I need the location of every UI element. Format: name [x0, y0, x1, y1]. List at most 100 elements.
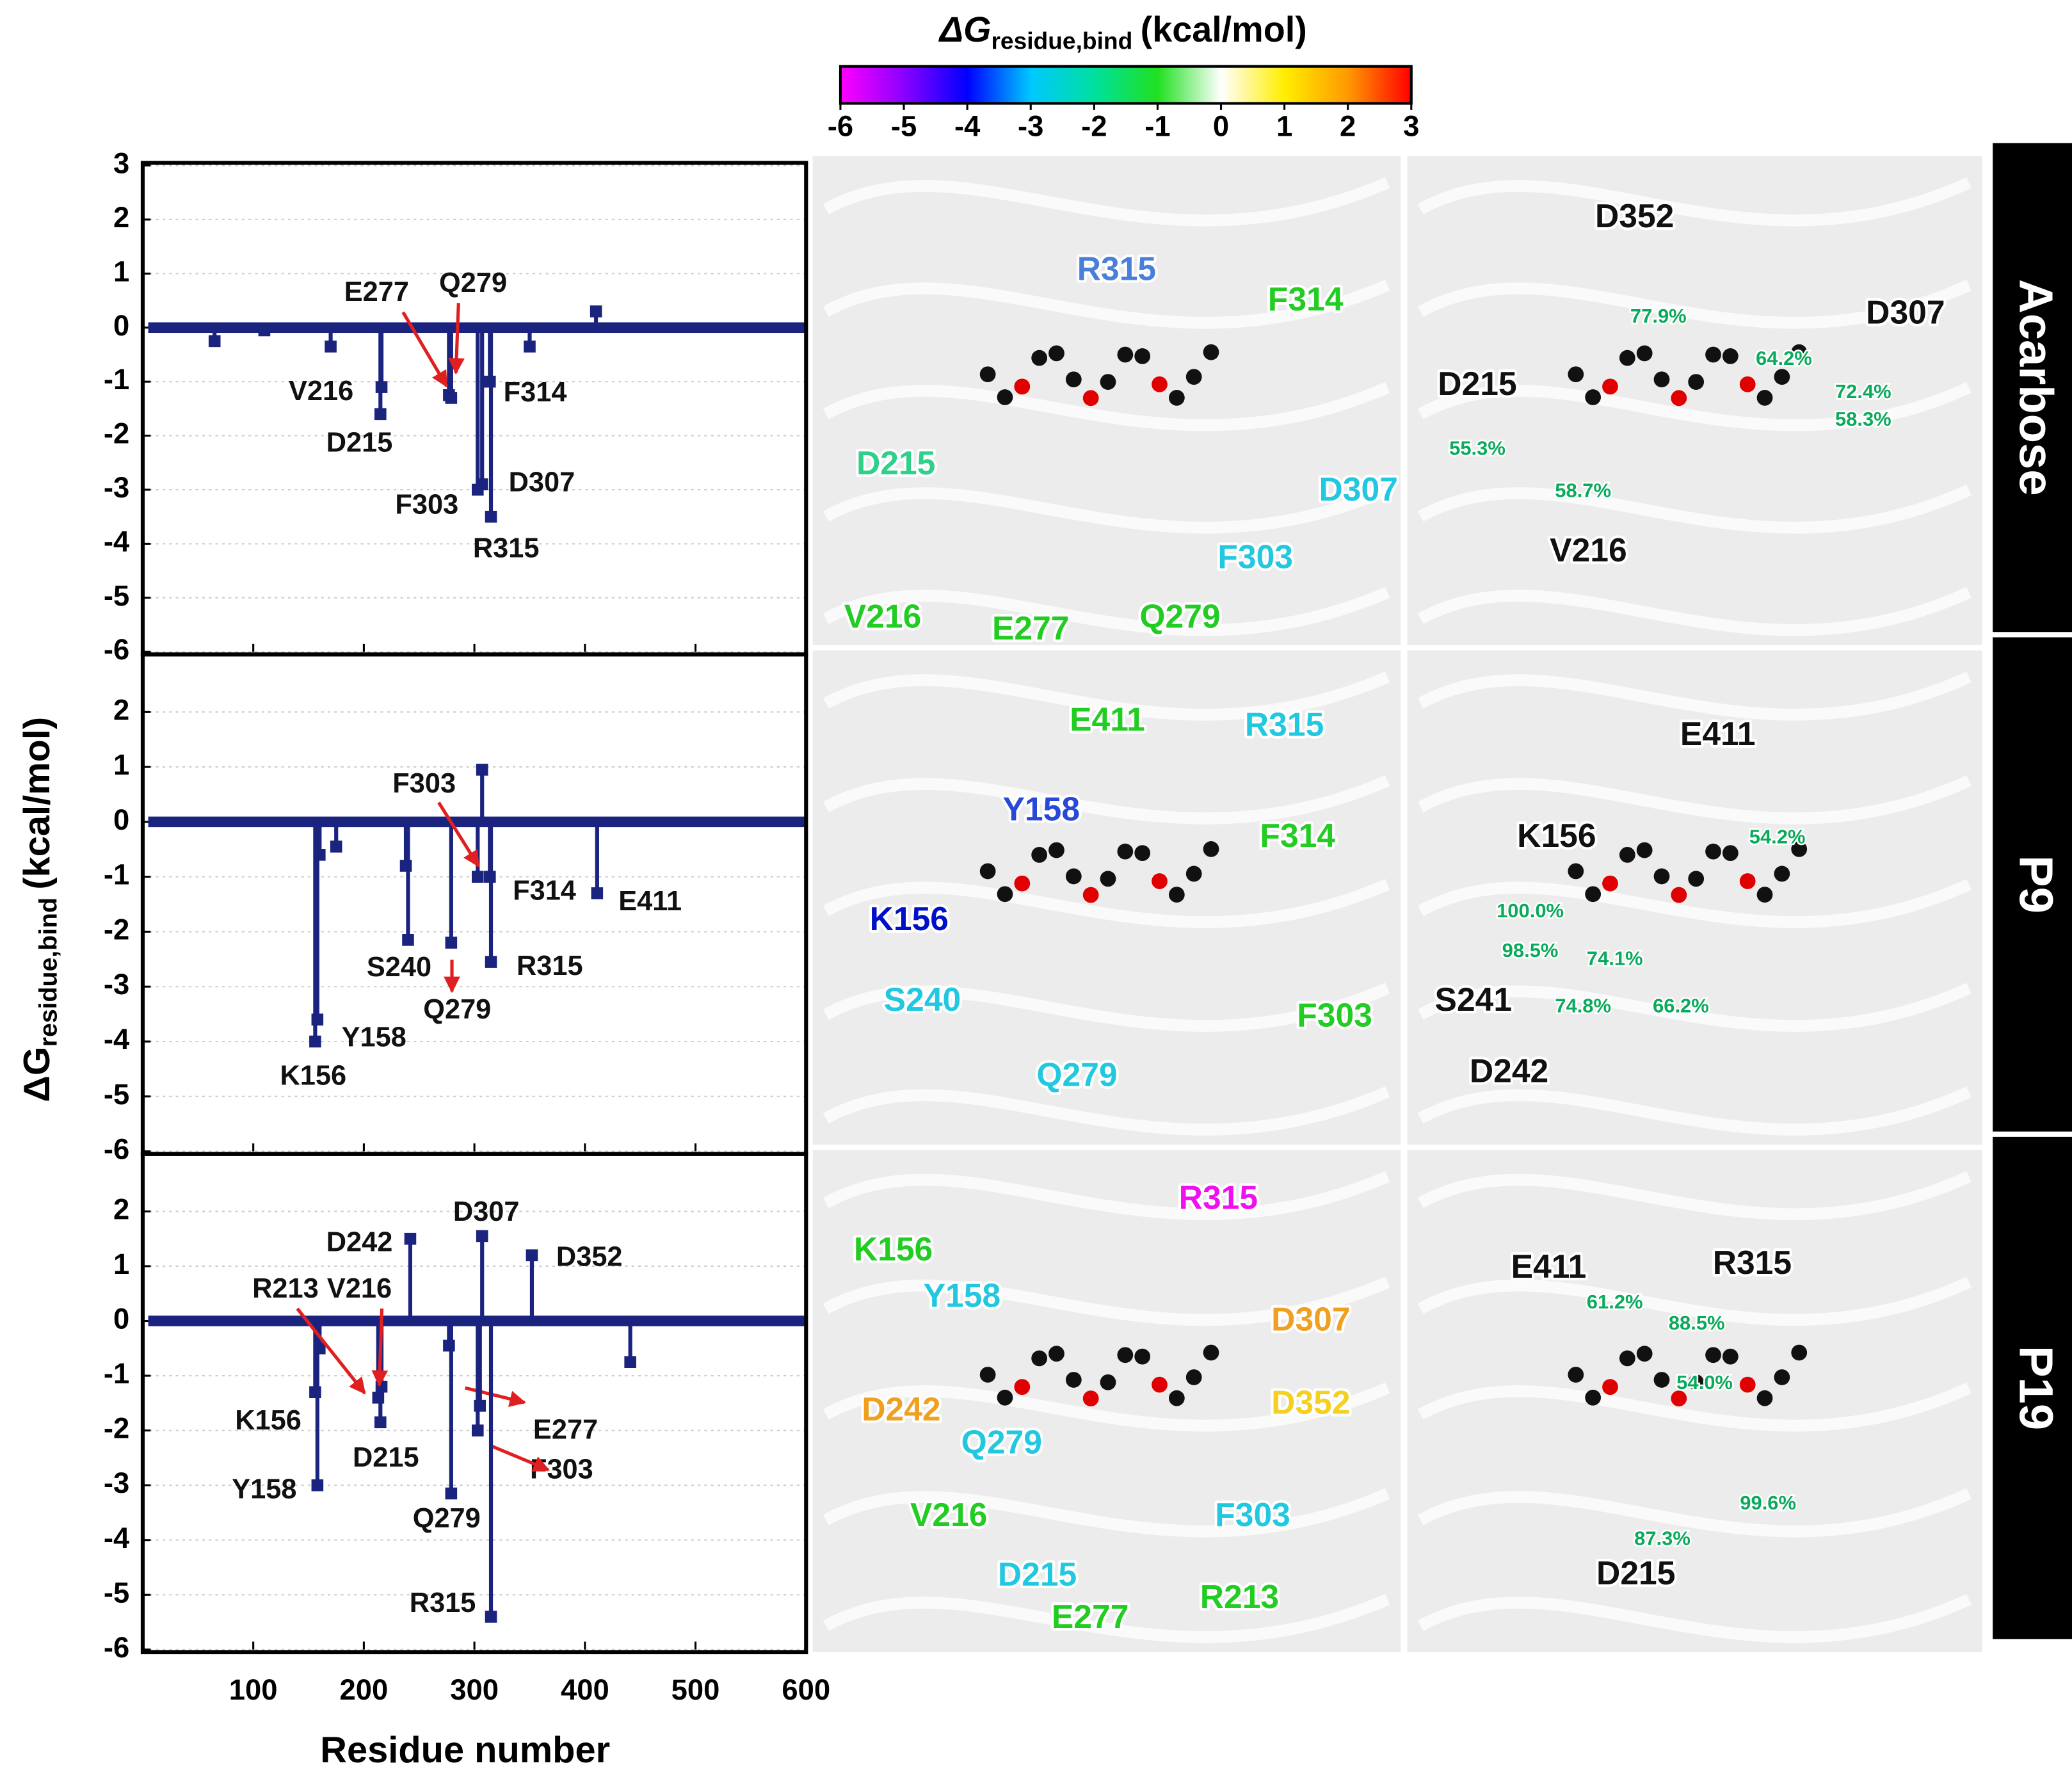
ligand-atom [1722, 1348, 1739, 1365]
hbond-residue: K156 [1517, 817, 1596, 854]
ligand-atom [1048, 842, 1064, 858]
ligand-atom [1152, 873, 1168, 889]
stem-marker [445, 392, 458, 404]
stem-marker [314, 849, 326, 861]
y-tick-label: 1 [113, 1248, 129, 1280]
ligand-atom [1568, 863, 1584, 880]
residue-label: R315 [1077, 250, 1156, 287]
ligand-atom [1100, 1374, 1116, 1390]
residue-label: F314 [1260, 817, 1335, 854]
ligand-atom [1100, 374, 1116, 390]
hbond-occupancy: 98.5% [1502, 939, 1559, 961]
stem-marker [624, 1356, 636, 1368]
x-tick-label: 400 [561, 1673, 609, 1706]
y-tick-label: -6 [104, 1133, 129, 1166]
hbond-residue: E411 [1511, 1248, 1587, 1285]
ligand-atom [1653, 1372, 1670, 1388]
residue-label: S240 [884, 981, 961, 1018]
residue-label: S240 [367, 952, 431, 983]
stem-marker [485, 1611, 497, 1623]
residue-label: Q279 [961, 1424, 1042, 1461]
stem-marker [325, 341, 337, 353]
ligand-atom [1791, 344, 1808, 360]
stem-marker [375, 381, 388, 393]
ligand-atom [1048, 345, 1064, 362]
ligand-atom [1568, 1367, 1584, 1383]
hbond-occupancy: 88.5% [1669, 1312, 1725, 1334]
x-tick-label: 300 [450, 1673, 499, 1706]
ribbon [823, 484, 1390, 534]
hbond-occupancy: 54.2% [1749, 825, 1806, 848]
ligand-atom [1722, 348, 1739, 364]
structure-image [812, 156, 1401, 645]
stem-marker [476, 478, 488, 490]
label-arrow [437, 801, 480, 867]
structure-image [1407, 1150, 1982, 1653]
colorbar-tick-label: -4 [954, 110, 981, 143]
y-tick-label: -2 [104, 417, 129, 450]
stem-marker [374, 1416, 387, 1429]
cb-title-main: ΔG [938, 10, 992, 49]
stem-marker [402, 934, 414, 946]
x-tick-label: 200 [340, 1673, 389, 1706]
ligand-atom [1203, 1344, 1219, 1361]
row-label: Acarbose [2009, 279, 2062, 496]
label-arrow [490, 1444, 550, 1472]
stem-marker [208, 335, 221, 348]
residue-label: Y158 [232, 1474, 296, 1505]
residue-label: F303 [1297, 997, 1372, 1034]
y-tick-label: -5 [104, 1576, 129, 1609]
residue-label: K156 [280, 1060, 346, 1091]
residue-label: E411 [1070, 700, 1145, 737]
y-tick-label: 1 [113, 255, 129, 287]
y-tick-label: -3 [104, 968, 129, 1001]
y-tick-label: 0 [113, 1303, 129, 1335]
ligand-atom [1152, 1376, 1168, 1393]
stem-marker [591, 887, 604, 899]
ligand-atom [1568, 366, 1584, 383]
residue-label: R315 [517, 951, 583, 981]
ribbon [1417, 1086, 1972, 1136]
ligand-atom [1014, 1379, 1031, 1396]
hbond-occupancy: 61.2% [1587, 1291, 1643, 1313]
ligand-atom [1065, 1372, 1082, 1388]
residue-label: Q279 [439, 268, 507, 298]
ligand-atom [1756, 1390, 1773, 1406]
ligand-atom [1671, 1390, 1687, 1406]
ligand-atom [1774, 865, 1790, 882]
ribbon [823, 1382, 1390, 1432]
hbond-occupancy: 99.6% [1740, 1492, 1796, 1514]
y-tick-label: -4 [104, 1522, 130, 1554]
ligand-atom [1065, 868, 1082, 885]
colorbar [839, 65, 1413, 105]
residue-label: D307 [1271, 1301, 1350, 1338]
residue-label: R213 [252, 1273, 319, 1304]
ligand-atom [1134, 845, 1151, 862]
ribbon [823, 983, 1390, 1032]
ligand-atom [997, 886, 1013, 903]
ligand-atom [1705, 1347, 1721, 1364]
stem-marker [330, 841, 342, 853]
ribbon [823, 775, 1390, 825]
ligand-atom [1791, 841, 1808, 857]
ligand-atom [1031, 1350, 1048, 1367]
ligand-atom [1739, 1376, 1756, 1393]
hbond-occupancy: 74.1% [1587, 947, 1643, 969]
y-tick-label: 1 [113, 748, 129, 781]
residue-label: D215 [998, 1556, 1077, 1593]
y-tick-label: -4 [104, 1023, 130, 1056]
colorbar-tick-label: 3 [1403, 110, 1419, 143]
hbond-occupancy: 74.8% [1555, 995, 1611, 1017]
y-tick-label: -6 [104, 633, 129, 666]
ligand-atom [1688, 374, 1705, 390]
stem-marker [314, 1342, 326, 1355]
ligand-atom [1014, 875, 1031, 892]
y-tick-label: 0 [113, 803, 129, 836]
colorbar-tick-label: -3 [1018, 110, 1043, 143]
ligand-atom [1585, 886, 1602, 903]
ligand-atom [979, 366, 996, 383]
ligand-atom [1602, 875, 1618, 892]
residue-label: D215 [353, 1442, 419, 1473]
ligand-atom [1117, 346, 1134, 363]
